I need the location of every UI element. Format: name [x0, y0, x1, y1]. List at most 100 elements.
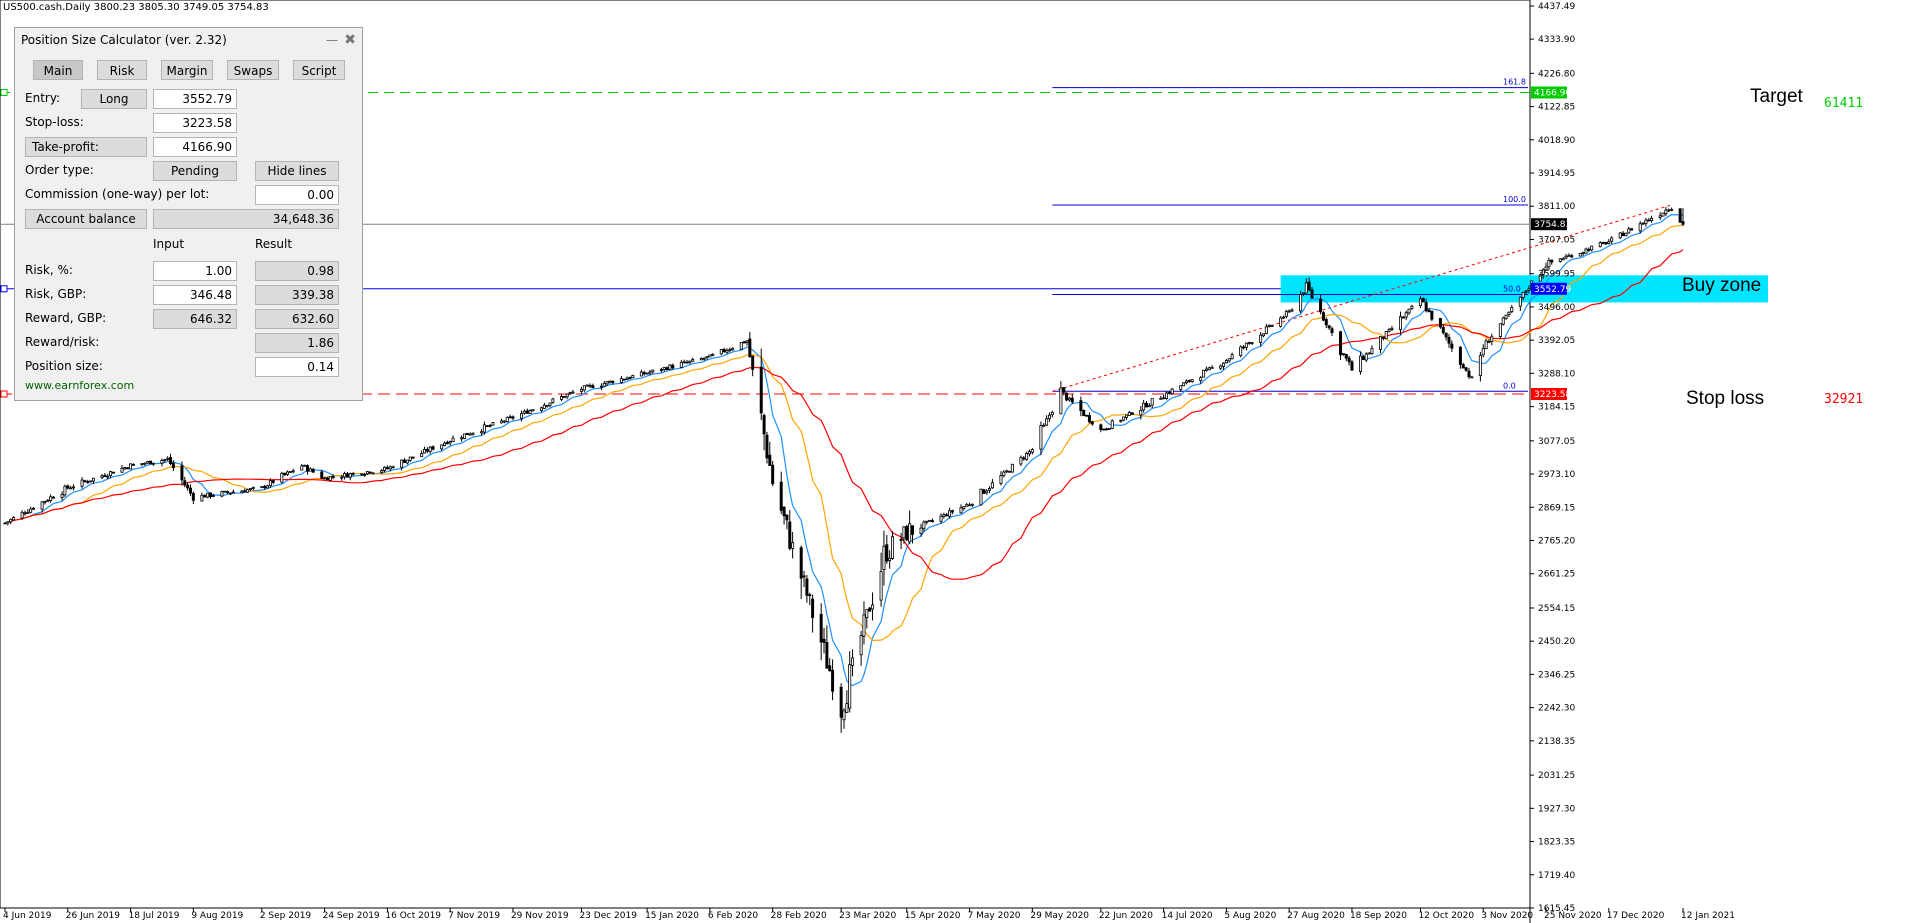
candle-body — [1190, 379, 1194, 382]
candle-body — [206, 492, 210, 498]
candle-body — [383, 466, 387, 471]
candle-body — [1361, 356, 1365, 360]
date-tick-label: 4 Jun 2019 — [3, 911, 52, 921]
candle-body — [1082, 409, 1086, 417]
position-size-panel[interactable]: Position Size Calculator (ver. 2.32) — ✖… — [14, 27, 363, 401]
candle-body — [363, 474, 367, 476]
candle-body — [965, 504, 969, 507]
candle-body — [1187, 380, 1191, 382]
account-balance-button[interactable]: Account balance — [25, 209, 147, 229]
candle-body — [266, 485, 270, 489]
candle-body — [885, 544, 889, 562]
candle-body — [343, 473, 347, 478]
candle-body — [460, 437, 464, 440]
stoploss-field[interactable]: 3223.58 — [153, 113, 237, 133]
candle-body — [1310, 289, 1314, 299]
tab-script[interactable]: Script — [293, 60, 345, 80]
candle-body — [939, 515, 943, 522]
tab-risk[interactable]: Risk — [97, 60, 147, 80]
candle-body — [762, 415, 766, 435]
candle-body — [1184, 380, 1188, 384]
candle-body — [69, 487, 73, 490]
candle-body — [405, 459, 409, 464]
date-tick-label: 16 Oct 2019 — [385, 911, 441, 921]
candle-body — [1470, 376, 1474, 379]
takeprofit-field[interactable]: 4166.90 — [153, 137, 237, 157]
candle-body — [1008, 470, 1012, 473]
candle-body — [1404, 312, 1408, 318]
candle-body — [908, 523, 912, 543]
candle-body — [1107, 428, 1111, 430]
candle-body — [605, 381, 609, 385]
candle-body — [462, 433, 466, 439]
candle-body — [1267, 324, 1271, 328]
candle-body — [1498, 323, 1502, 338]
candle-body — [208, 492, 212, 497]
candle-body — [1281, 316, 1285, 319]
candle-body — [642, 372, 646, 375]
candle-body — [1438, 317, 1442, 328]
candle-body — [3, 522, 7, 525]
candle-body — [871, 604, 875, 610]
candle-body — [1324, 319, 1328, 326]
candle-body — [120, 467, 124, 473]
tab-main[interactable]: Main — [33, 60, 83, 80]
candle-body — [1664, 209, 1668, 215]
commission-field[interactable]: 0.00 — [255, 185, 339, 205]
candle-body — [1450, 343, 1454, 349]
order-type-button[interactable]: Pending — [153, 161, 237, 181]
candle-body — [679, 361, 683, 368]
tab-swaps[interactable]: Swaps — [227, 60, 279, 80]
price-tick-label: 2450.20 — [1538, 637, 1575, 647]
candle-body — [1105, 428, 1109, 431]
candle-body — [1541, 269, 1545, 275]
candle-body — [1390, 328, 1394, 331]
hide-lines-button[interactable]: Hide lines — [255, 161, 339, 181]
candle-body — [962, 506, 966, 509]
candle-body — [551, 398, 555, 403]
candle-body — [6, 521, 10, 524]
direction-button[interactable]: Long — [81, 89, 147, 109]
candle-body — [1510, 306, 1514, 313]
price-tick-label: 3811.00 — [1538, 202, 1575, 212]
candle-body — [942, 514, 946, 517]
candle-body — [502, 420, 506, 423]
ma-fast-line — [4, 213, 1684, 687]
date-tick-label: 24 Sep 2019 — [323, 911, 380, 921]
candle-body — [1087, 415, 1091, 423]
panel-titlebar[interactable]: Position Size Calculator (ver. 2.32) — ✖ — [15, 28, 362, 52]
price-tick-label: 3599.95 — [1538, 270, 1575, 280]
entry-field[interactable]: 3552.79 — [153, 89, 237, 109]
candle-body — [1319, 298, 1323, 313]
price-tick-label: 4226.80 — [1538, 69, 1575, 79]
candle-body — [950, 510, 954, 513]
candle-body — [990, 482, 994, 489]
risk-pct-label: Risk, %: — [25, 263, 73, 277]
takeprofit-button[interactable]: Take-profit: — [25, 137, 147, 157]
candle-body — [945, 514, 949, 517]
risk-pct-input[interactable]: 1.00 — [153, 261, 237, 281]
risk-gbp-input[interactable]: 346.48 — [153, 285, 237, 305]
candle-body — [283, 472, 287, 476]
price-tick-label: 3707.05 — [1538, 235, 1575, 245]
candle-body — [1301, 292, 1305, 295]
candle-body — [146, 461, 150, 464]
date-tick-label: 2 Sep 2019 — [260, 911, 312, 921]
candle-body — [471, 432, 475, 435]
candle-body — [143, 462, 147, 465]
candle-body — [1110, 420, 1114, 429]
earnforex-link[interactable]: www.earnforex.com — [25, 379, 135, 392]
minimize-icon[interactable]: — — [326, 33, 338, 47]
buy-zone-rect — [1280, 275, 1768, 303]
risk-gbp-result: 339.38 — [255, 285, 339, 305]
candle-body — [802, 575, 806, 578]
candle-body — [80, 479, 84, 487]
candle-body — [1458, 346, 1462, 365]
tab-margin[interactable]: Margin — [161, 60, 213, 80]
close-icon[interactable]: ✖ — [344, 32, 356, 48]
candle-body — [251, 487, 255, 489]
candle-body — [905, 525, 909, 541]
candle-body — [819, 613, 823, 643]
candle-body — [1139, 409, 1143, 416]
candle-body — [111, 471, 115, 474]
